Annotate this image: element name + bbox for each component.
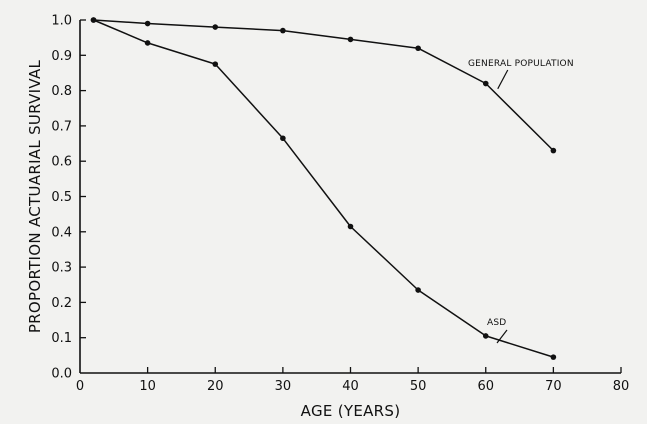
y-tick-label-0.4: 0.4 [51,225,72,240]
y-tick-label-1.0: 1.0 [51,14,72,29]
x-tick-label-70: 70 [545,379,562,394]
y-tick-label-0.8: 0.8 [51,84,72,99]
y-tick-label-0.7: 0.7 [51,119,72,134]
y-tick-label-0.3: 0.3 [51,261,72,276]
series-line-general-population [93,19,554,152]
series-line-asd [93,19,554,358]
x-axis-title: AGE (YEARS) [301,402,401,420]
x-tick-label-80: 80 [613,379,630,394]
labels-layer: AGE (YEARS) PROPORTION ACTUARIAL SURVIVA… [26,59,574,420]
y-tick-label-0.5: 0.5 [51,190,72,205]
x-tick-label-10: 10 [139,379,156,394]
y-tick-label-0.0: 0.0 [51,367,72,382]
data-point-asd-3 [280,135,286,142]
x-tick-label-60: 60 [477,379,494,394]
y-tick-label-0.6: 0.6 [51,155,72,170]
data-point-general-population-1 [144,20,151,27]
x-tick-label-50: 50 [410,379,427,394]
x-tick-label-30: 30 [275,379,292,394]
x-tick-label-40: 40 [342,379,359,394]
leader-line-asd [496,329,508,344]
data-point-asd-4 [347,223,354,230]
data-point-asd-2 [212,61,219,67]
data-point-asd-1 [144,40,151,46]
y-tick-label-0.2: 0.2 [51,296,72,311]
data-point-asd-7 [550,354,557,360]
data-point-general-population-6 [482,80,489,87]
series-layer [90,17,557,360]
data-point-asd-0 [90,17,97,23]
y-axis-title: PROPORTION ACTUARIAL SURVIVAL [26,59,44,333]
data-point-general-population-3 [280,27,286,34]
x-tick-label-0: 0 [76,379,84,394]
axes: 0 10 20 30 40 50 60 70 80 0.0 0.1 0.2 0.3 0.4 0.5 0.6 0.… [51,14,629,395]
data-point-asd-5 [415,287,421,293]
data-point-asd-6 [482,333,489,339]
data-point-general-population-5 [415,45,421,52]
data-point-general-population-7 [550,147,557,154]
leader-line-general-population [497,69,509,90]
series-label-asd: ASD [487,318,506,328]
y-tick-label-0.1: 0.1 [51,331,72,346]
data-point-general-population-2 [212,24,219,30]
series-label-general-population: GENERAL POPULATION [468,59,574,69]
y-tick-label-0.9: 0.9 [51,49,72,64]
data-point-general-population-4 [347,36,354,43]
x-tick-label-20: 20 [207,379,224,394]
